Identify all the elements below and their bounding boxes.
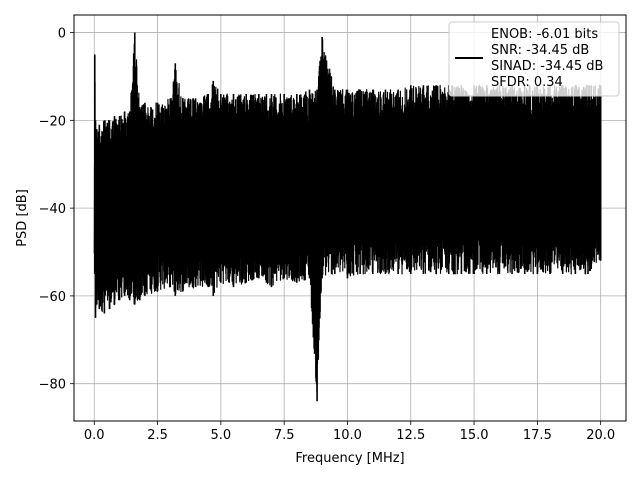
x-tick-label: 0.0: [84, 428, 105, 443]
x-tick-label: 10.0: [333, 428, 362, 443]
x-tick-label: 20.0: [586, 428, 615, 443]
y-tick-label: −40: [39, 202, 66, 217]
x-tick-label: 2.5: [147, 428, 168, 443]
y-tick-label: −20: [39, 114, 66, 129]
axes-frame: [73, 14, 627, 422]
x-tick-label: 5.0: [211, 428, 232, 443]
x-tick-label: 17.5: [523, 428, 552, 443]
x-axis-label: Frequency [MHz]: [295, 451, 404, 466]
y-tick-label: 0: [58, 27, 66, 42]
x-tick-label: 12.5: [396, 428, 425, 443]
legend-entry-line: ENOB: -6.01 bits: [491, 27, 598, 42]
y-axis-ticks: 0 −20 −40 −60 −80: [39, 27, 74, 393]
y-tick-label: −80: [39, 378, 66, 393]
x-tick-label: 15.0: [460, 428, 489, 443]
legend-box: [448, 21, 620, 97]
y-tick-label: −60: [39, 290, 66, 305]
psd-trace: [93, 32, 602, 402]
x-tick-label: 7.5: [274, 428, 295, 443]
legend-entry-line: SNR: -34.45 dB: [491, 43, 589, 58]
legend-entry-line: SINAD: -34.45 dB: [491, 59, 603, 74]
y-axis-label: PSD [dB]: [15, 189, 30, 247]
x-axis-ticks: 0.0 2.5 5.0 7.5 10.0 12.5 15.0 17.5 20.0: [84, 421, 615, 443]
legend-entry-line: SFDR: 0.34: [491, 75, 563, 90]
